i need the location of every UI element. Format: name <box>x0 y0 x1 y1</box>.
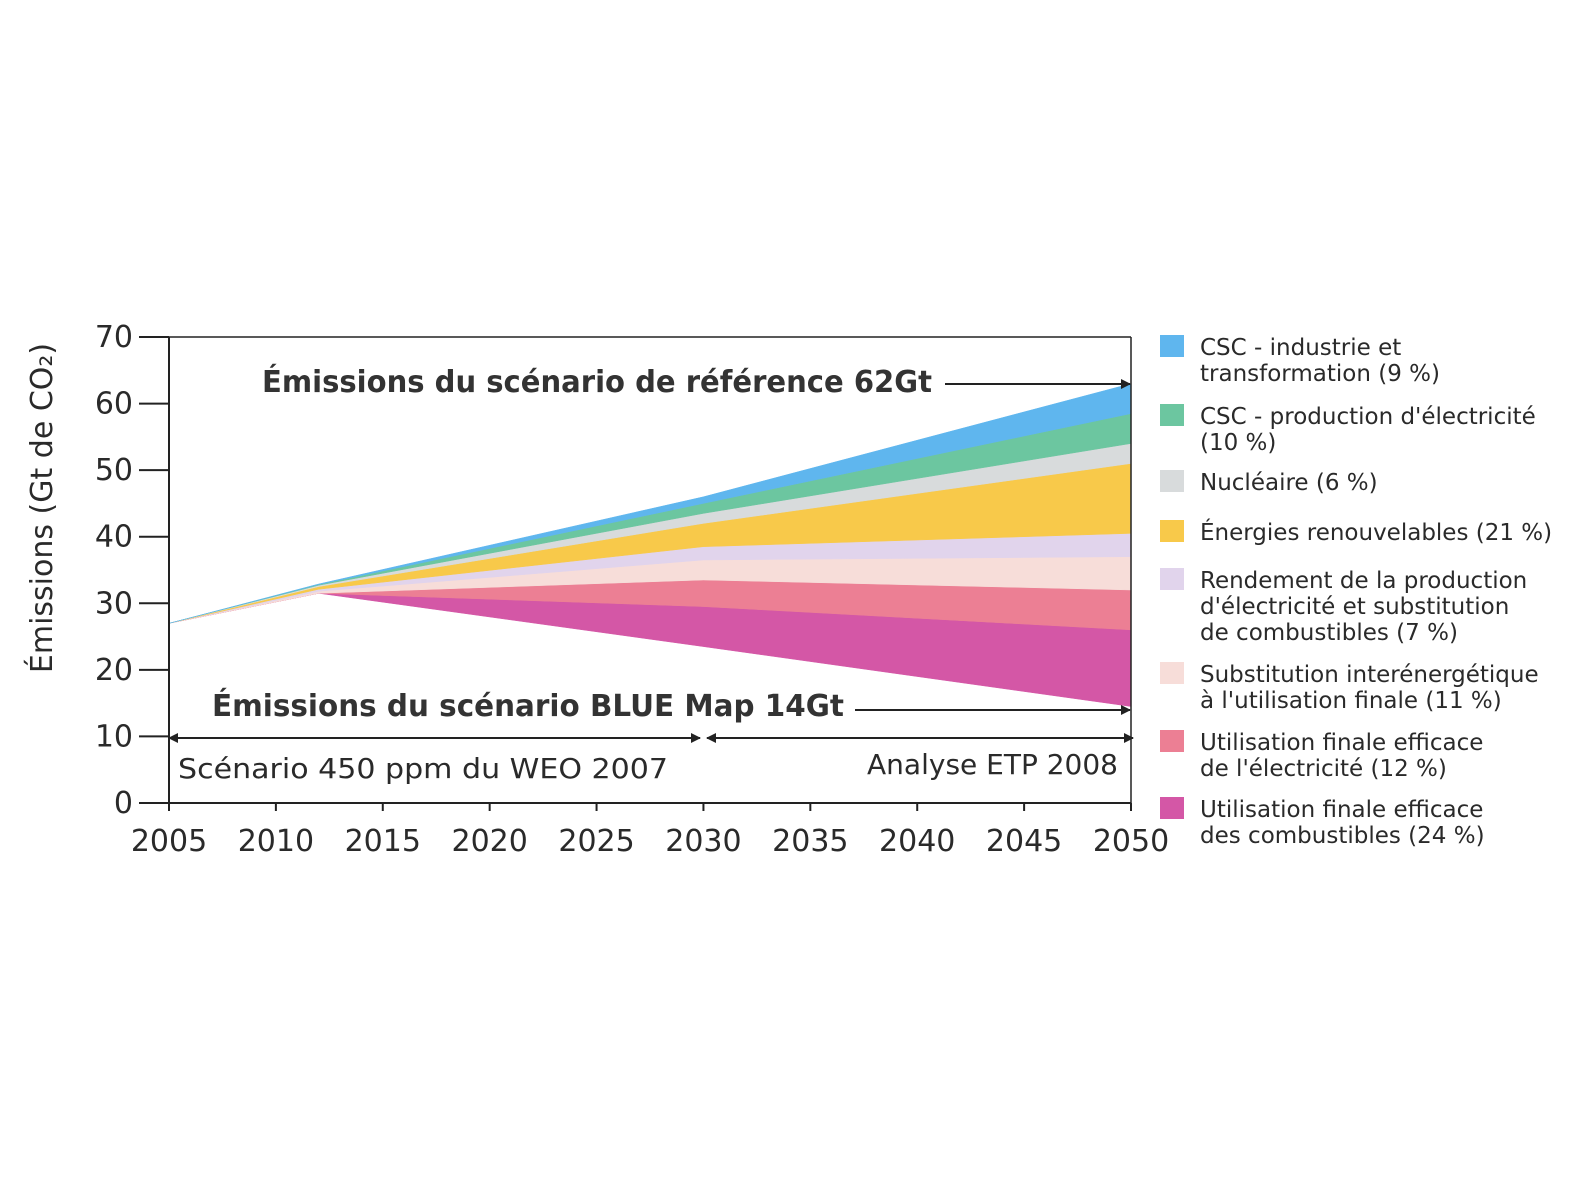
legend-swatch <box>1160 730 1184 752</box>
y-tick-label: 30 <box>95 586 133 621</box>
x-tick-label: 2030 <box>665 824 741 859</box>
legend-label: Utilisation finale efficace <box>1200 797 1483 823</box>
legend-label: de combustibles (7 %) <box>1200 620 1458 646</box>
y-tick-label: 0 <box>114 786 133 821</box>
legend-item: Nucléaire (6 %) <box>1160 470 1378 496</box>
legend-item: CSC - production d'électricité(10 %) <box>1160 404 1536 456</box>
legend-swatch <box>1160 520 1184 542</box>
legend-label: Énergies renouvelables (21 %) <box>1200 518 1552 546</box>
x-tick-label: 2015 <box>345 824 421 859</box>
y-tick-label: 60 <box>95 387 133 422</box>
legend-item: Énergies renouvelables (21 %) <box>1160 518 1552 546</box>
legend-label: (10 %) <box>1200 430 1276 456</box>
legend-label: Utilisation finale efficace <box>1200 730 1483 756</box>
y-tick-label: 70 <box>95 320 133 355</box>
reference-scenario-label: Émissions du scénario de référence 62Gt <box>262 364 932 400</box>
legend-swatch <box>1160 404 1184 426</box>
legend-swatch <box>1160 470 1184 492</box>
x-tick-label: 2025 <box>558 824 634 859</box>
x-tick-label: 2020 <box>451 824 527 859</box>
legend-swatch <box>1160 568 1184 590</box>
legend-swatch <box>1160 335 1184 357</box>
y-axis-label: Émissions (Gt de CO₂) <box>24 343 60 673</box>
legend-label: Substitution interénergétique <box>1200 662 1539 688</box>
y-tick-label: 20 <box>95 653 133 688</box>
stacked-areas <box>168 383 1132 707</box>
x-tick-label: 2010 <box>238 824 314 859</box>
x-tick-label: 2035 <box>772 824 848 859</box>
x-tick-label: 2050 <box>1093 824 1169 859</box>
legend-label: de l'électricité (12 %) <box>1200 756 1447 782</box>
legend-swatch <box>1160 662 1184 684</box>
y-tick-labels: 0 10 20 30 40 50 60 70 <box>95 320 133 821</box>
y-tick-label: 40 <box>95 520 133 555</box>
x-tick-label: 2045 <box>986 824 1062 859</box>
etp-period-label: Analyse ETP 2008 <box>867 748 1118 781</box>
legend-swatch <box>1160 797 1184 819</box>
x-tick-label: 2005 <box>131 824 207 859</box>
axes <box>139 336 1132 811</box>
weo-period-label: Scénario 450 ppm du WEO 2007 <box>178 752 668 785</box>
legend-label: des combustibles (24 %) <box>1200 823 1485 849</box>
legend-label: à l'utilisation finale (11 %) <box>1200 688 1502 714</box>
legend-label: Rendement de la production <box>1200 568 1527 594</box>
y-tick-label: 50 <box>95 453 133 488</box>
legend-item: Rendement de la productiond'électricité … <box>1160 568 1527 646</box>
legend-label: d'électricité et substitution <box>1200 594 1509 620</box>
y-tick-label: 10 <box>95 719 133 754</box>
legend-label: Nucléaire (6 %) <box>1200 470 1378 496</box>
legend-label: CSC - production d'électricité <box>1200 404 1536 430</box>
x-tick-label: 2040 <box>879 824 955 859</box>
legend-label: transformation (9 %) <box>1200 361 1440 387</box>
x-tick-labels: 2005 2010 2015 2020 2025 2030 2035 2040 2045 2050 <box>131 824 1169 859</box>
legend-label: CSC - industrie et <box>1200 335 1401 361</box>
bluemap-scenario-label: Émissions du scénario BLUE Map 14Gt <box>212 688 844 724</box>
